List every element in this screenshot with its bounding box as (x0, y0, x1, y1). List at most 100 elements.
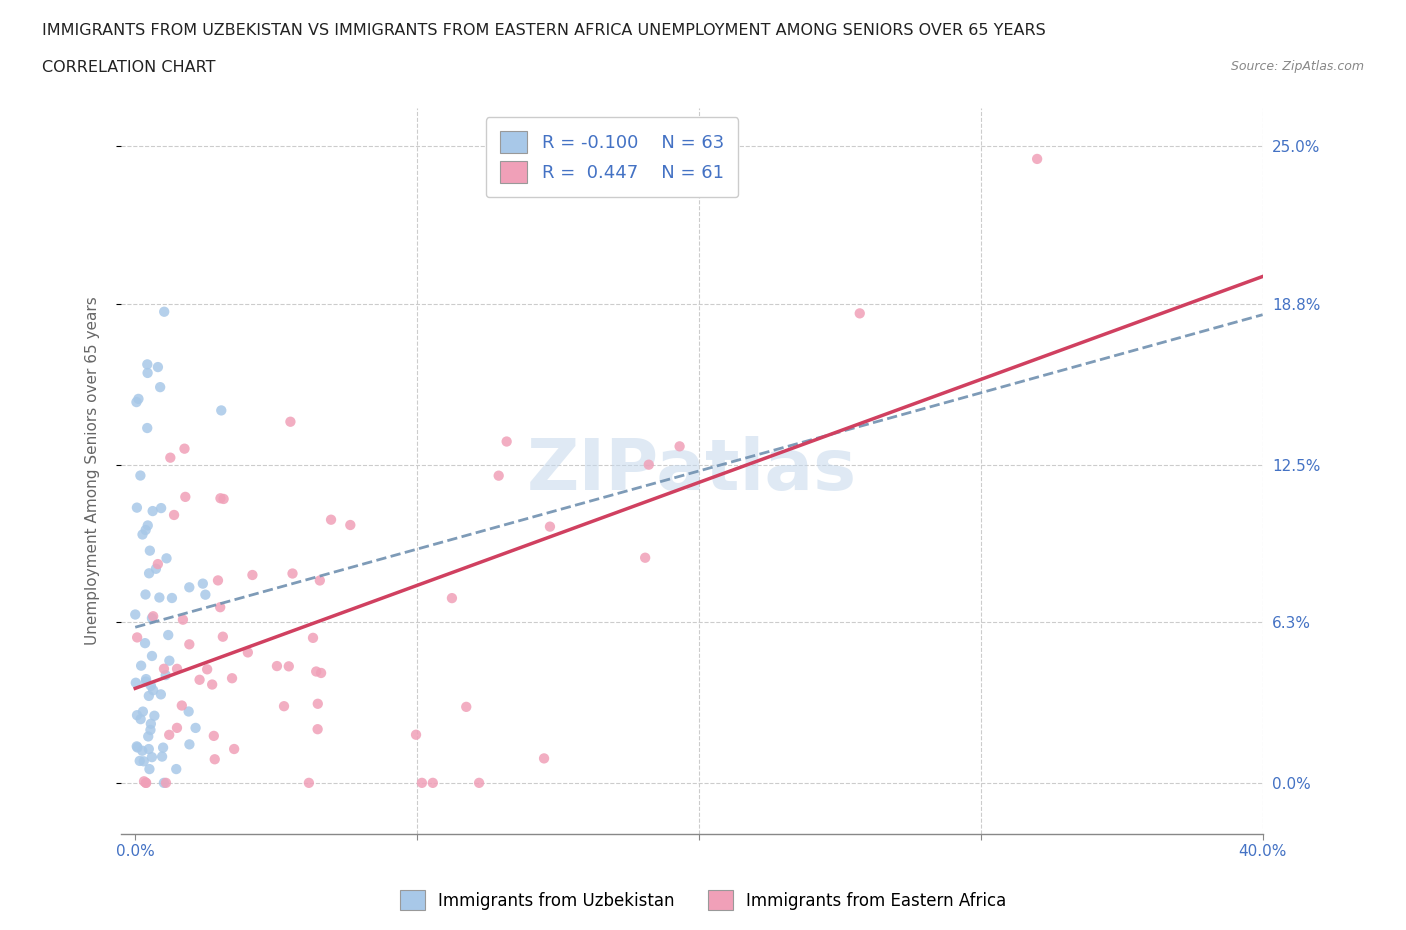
Point (405, 727, 427, 742)
Point (153, 776, 176, 790)
Point (302, 631, 325, 645)
Point (533, 751, 555, 765)
Point (166, 661, 188, 676)
Point (194, 587, 217, 602)
Point (155, 776, 177, 790)
Point (170, 698, 193, 713)
Point (280, 414, 302, 429)
Point (129, 711, 152, 726)
Point (153, 304, 176, 319)
Point (143, 709, 166, 724)
Point (637, 458, 659, 472)
Point (125, 394, 148, 409)
Point (135, 776, 157, 790)
Point (136, 518, 159, 533)
Point (165, 762, 187, 777)
Legend: Immigrants from Uzbekistan, Immigrants from Eastern Africa: Immigrants from Uzbekistan, Immigrants f… (392, 884, 1014, 917)
Point (495, 434, 517, 449)
Point (440, 591, 463, 605)
Point (277, 658, 299, 673)
Point (148, 590, 170, 604)
Point (668, 439, 690, 454)
Point (188, 672, 211, 687)
Point (136, 729, 159, 744)
Point (131, 527, 153, 542)
Point (281, 566, 304, 581)
Point (307, 722, 329, 737)
Point (201, 677, 224, 692)
Point (308, 573, 330, 588)
Point (179, 580, 201, 595)
Y-axis label: Unemployment Among Seniors over 65 years: Unemployment Among Seniors over 65 years (86, 297, 100, 645)
Point (305, 664, 328, 679)
Point (128, 753, 150, 768)
Point (266, 658, 288, 673)
Point (191, 577, 214, 591)
Point (135, 776, 157, 790)
Point (538, 519, 561, 534)
Point (204, 751, 226, 766)
Point (848, 306, 870, 321)
Point (1026, 152, 1049, 166)
Text: ZIPatlas: ZIPatlas (527, 436, 856, 505)
Point (309, 666, 332, 681)
Point (149, 379, 172, 394)
Point (138, 762, 160, 777)
Point (202, 728, 225, 743)
Point (127, 392, 149, 406)
Point (195, 662, 218, 677)
Point (174, 489, 197, 504)
Point (125, 708, 148, 723)
Point (422, 776, 444, 790)
Point (139, 723, 162, 737)
Point (273, 698, 295, 713)
Point (150, 500, 173, 515)
Point (209, 491, 232, 506)
Point (157, 653, 180, 668)
Point (149, 687, 172, 702)
Point (129, 658, 152, 673)
Point (221, 671, 243, 685)
Point (211, 630, 233, 644)
Point (135, 671, 157, 686)
Point (150, 750, 173, 764)
Point (146, 360, 169, 375)
Point (411, 776, 433, 790)
Point (319, 512, 342, 527)
Point (468, 776, 491, 790)
Point (125, 675, 148, 690)
Point (138, 688, 160, 703)
Point (159, 450, 181, 465)
Point (307, 697, 329, 711)
Point (488, 468, 510, 483)
Point (136, 420, 159, 435)
Point (127, 740, 149, 755)
Point (138, 741, 160, 756)
Point (146, 557, 169, 572)
Point (184, 721, 207, 736)
Point (339, 518, 361, 533)
Point (132, 704, 155, 719)
Point (179, 737, 201, 751)
Text: Source: ZipAtlas.com: Source: ZipAtlas.com (1230, 60, 1364, 73)
Point (634, 551, 657, 565)
Point (127, 630, 149, 644)
Point (134, 636, 156, 651)
Point (142, 683, 165, 698)
Point (124, 607, 146, 622)
Point (153, 661, 176, 676)
Point (166, 721, 188, 736)
Point (142, 609, 165, 624)
Point (139, 678, 162, 693)
Point (160, 591, 183, 605)
Point (155, 668, 177, 683)
Point (136, 357, 159, 372)
Point (298, 776, 321, 790)
Point (132, 754, 155, 769)
Point (138, 565, 160, 580)
Point (242, 567, 264, 582)
Point (172, 612, 194, 627)
Text: CORRELATION CHART: CORRELATION CHART (42, 60, 215, 75)
Legend: R = -0.100    N = 63, R =  0.447    N = 61: R = -0.100 N = 63, R = 0.447 N = 61 (485, 117, 738, 197)
Point (179, 637, 201, 652)
